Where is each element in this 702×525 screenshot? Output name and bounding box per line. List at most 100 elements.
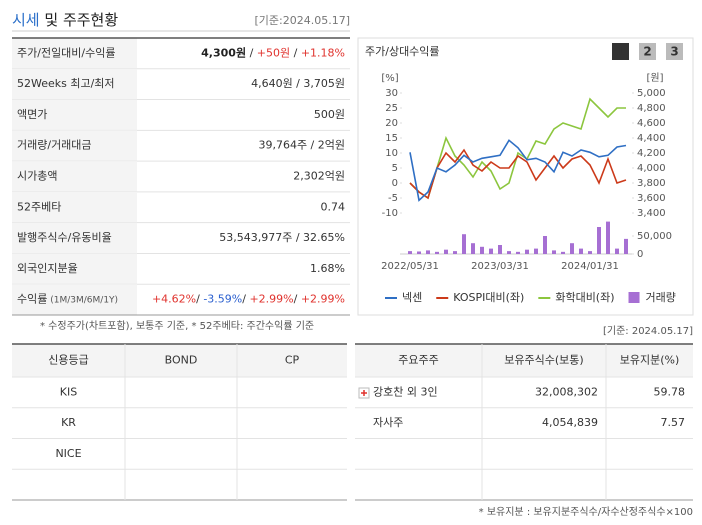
y-tick-label: -10 xyxy=(382,208,398,219)
row-value: 500원 xyxy=(314,108,345,121)
row-label-text: 52주베타 xyxy=(17,200,61,213)
value-part: / xyxy=(294,293,301,306)
volume-bar xyxy=(462,234,466,254)
value-part: +4.62% xyxy=(152,293,196,306)
volume-bar xyxy=(426,250,430,254)
volume-bar xyxy=(534,248,538,254)
value-part: -3.59% xyxy=(203,293,242,306)
table-header-bg xyxy=(355,344,693,377)
legend-label: 거래량 xyxy=(646,291,676,304)
table-cell: 강호찬 외 3인 xyxy=(373,384,438,398)
table-header: 신용등급 xyxy=(48,354,88,367)
row-label-text: 수익률 xyxy=(17,293,47,306)
chart-tab[interactable] xyxy=(639,43,656,60)
title-rest: 및 주주현황 xyxy=(44,11,118,29)
label-cell xyxy=(12,99,137,131)
y2-tick-label: 4,600 xyxy=(637,118,666,129)
chart-tab-label[interactable]: 2 xyxy=(643,45,651,59)
value-part: 2,302억원 xyxy=(293,170,345,183)
table-header: 보유주식수(보통) xyxy=(504,354,583,367)
table-cell: 7.57 xyxy=(661,416,686,429)
x-tick-label: 2024/01/31 xyxy=(561,261,619,272)
legend-label: 화학대비(좌) xyxy=(555,291,614,304)
volume-bar xyxy=(498,245,502,254)
series-line xyxy=(409,139,627,202)
row-label: 52주베타 xyxy=(17,200,61,213)
y-tick-label: 10 xyxy=(385,148,398,159)
volume-bar xyxy=(606,221,610,254)
value-part: 4,300원 xyxy=(201,45,246,59)
series-line xyxy=(409,97,626,200)
value-part: 39,764주 / 2억원 xyxy=(258,139,345,152)
table-cell: 59.78 xyxy=(654,385,686,398)
table-header-bg xyxy=(12,344,347,377)
y-tick-label: -5 xyxy=(388,193,398,204)
value-part: +2.99% xyxy=(249,293,293,306)
volume-bar xyxy=(417,251,421,254)
row-value: 4,640원 / 3,705원 xyxy=(251,77,345,90)
y-tick-label: 20 xyxy=(385,118,398,129)
row-label-text: 거래량/거래대금 xyxy=(17,139,92,152)
y2-tick-label: 3,800 xyxy=(637,178,666,189)
value-part: +1.18% xyxy=(301,46,345,59)
row-value: 39,764주 / 2억원 xyxy=(258,139,345,152)
table-header: BOND xyxy=(165,354,198,367)
volume-bar xyxy=(561,251,565,254)
x-tick-label: 2022/05/31 xyxy=(381,261,439,272)
label-cell xyxy=(12,130,137,162)
row-value: 2,302억원 xyxy=(293,170,345,183)
label-cell xyxy=(12,222,137,254)
label-cell xyxy=(12,68,137,100)
y-tick-label: 30 xyxy=(385,88,398,99)
volume-bar xyxy=(444,249,448,254)
volume-bar xyxy=(453,251,457,254)
section-title: 시세 및 주주현황 xyxy=(12,11,118,29)
volume-bar xyxy=(552,250,556,254)
volume-bar xyxy=(597,227,601,254)
chart-tab-label[interactable]: 1 xyxy=(616,45,624,59)
table-cell: KR xyxy=(61,416,76,429)
value-part: 1.68% xyxy=(310,262,345,275)
y2-tick-label: 4,000 xyxy=(637,163,666,174)
volume-bar xyxy=(525,249,529,254)
value-part: 500원 xyxy=(314,108,345,121)
table-header: CP xyxy=(285,354,300,367)
y2-tick-label: 3,400 xyxy=(637,208,666,219)
row-label: 액면가 xyxy=(17,108,47,121)
footnote-date: [기준: 2024.05.17] xyxy=(603,325,693,337)
chart-title: 주가/상대수익률 xyxy=(365,45,440,58)
footnote: * 수정주가(차트포함), 보통주 기준, * 52주베타: 주간수익률 기준 xyxy=(40,320,314,332)
chart-panel xyxy=(357,37,694,316)
value-part: 4,640원 / 3,705원 xyxy=(251,77,345,90)
label-cell xyxy=(12,161,137,192)
y-tick-label: 0 xyxy=(392,178,398,189)
legend-swatch xyxy=(628,292,640,303)
row-label: 수익률 (1M/3M/6M/1Y) xyxy=(17,293,118,306)
value-part: +2.99% xyxy=(301,293,345,306)
volume-bar xyxy=(471,243,475,254)
row-label-text: 시가총액 xyxy=(17,170,57,183)
volume-bar xyxy=(480,246,484,254)
y2-tick-label: 4,400 xyxy=(637,133,666,144)
chart-tab[interactable] xyxy=(612,43,629,60)
table-header: 보유지분(%) xyxy=(620,354,680,367)
row-value: +4.62%/ -3.59%/ +2.99%/ +2.99% xyxy=(152,293,345,306)
label-cell xyxy=(12,253,137,285)
row-label: 주가/전일대비/수익률 xyxy=(17,45,116,59)
volume-bar xyxy=(489,248,493,254)
chart-tab[interactable] xyxy=(666,43,683,60)
table-cell: 32,008,302 xyxy=(535,385,598,398)
y3-tick-label: 0 xyxy=(637,249,643,260)
y-tick-label: 5 xyxy=(392,163,398,174)
value-part: / xyxy=(290,46,301,59)
row-label: 시가총액 xyxy=(17,170,57,183)
volume-bar xyxy=(507,251,511,254)
row-value: 0.74 xyxy=(321,200,346,213)
chart-tab-label[interactable]: 3 xyxy=(670,45,678,59)
row-label: 발행주식수/유동비율 xyxy=(17,231,112,244)
row-value: 53,543,977주 / 32.65% xyxy=(219,231,345,244)
value-part: / xyxy=(246,46,257,59)
header-date: [기준:2024.05.17] xyxy=(254,14,350,27)
row-label-text: 외국인지분율 xyxy=(17,262,78,275)
